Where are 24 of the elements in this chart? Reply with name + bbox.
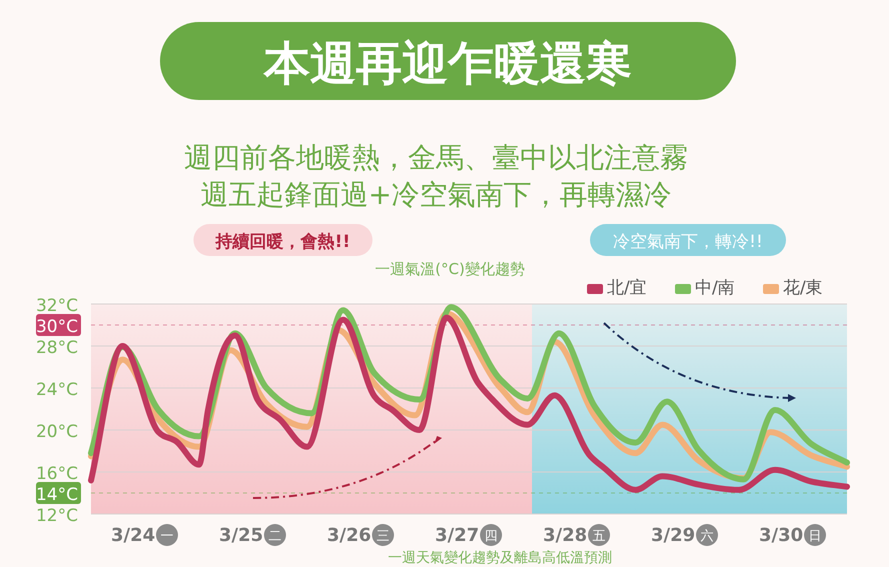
chart-title: 本週再迎乍暖還寒 bbox=[263, 36, 632, 90]
y-tick-label: 12°C bbox=[36, 506, 78, 526]
y-tick-label: 32°C bbox=[36, 296, 78, 316]
ref-line-label: 14°C bbox=[36, 485, 78, 505]
text: 冷空氣南下，轉冷!! bbox=[613, 232, 763, 252]
x-tick-label: 3/30 日 bbox=[759, 525, 822, 546]
text: 一週天氣變化趨勢及離島高低溫預測 bbox=[388, 550, 612, 566]
y-tick-label: 16°C bbox=[36, 464, 78, 484]
legend-label: 北/宜 bbox=[607, 278, 647, 298]
y-tick-label: 20°C bbox=[36, 422, 78, 442]
x-tick-label: 3/26 三 bbox=[327, 525, 390, 546]
text: 一週氣溫(°C)變化趨勢 bbox=[375, 260, 525, 278]
x-tick-label: 3/25 二 bbox=[219, 525, 282, 546]
x-tick-label: 3/28 五 bbox=[543, 525, 606, 546]
text: 持續回暖，會熱!! bbox=[214, 232, 350, 252]
y-tick-label: 24°C bbox=[36, 380, 78, 400]
x-tick-label: 3/24 一 bbox=[111, 525, 174, 546]
x-tick-label: 3/29 六 bbox=[651, 525, 714, 546]
x-tick-label: 3/27 四 bbox=[435, 525, 498, 546]
legend-label: 花/東 bbox=[783, 278, 823, 298]
ref-line-label: 30°C bbox=[36, 317, 78, 337]
chart-subtitle: 週四前各地暖熱，金馬、臺中以北注意霧週五起鋒面過+冷空氣南下，再轉濕冷 bbox=[184, 141, 688, 211]
y-tick-label: 28°C bbox=[36, 338, 78, 358]
legend-label: 中/南 bbox=[695, 278, 735, 298]
